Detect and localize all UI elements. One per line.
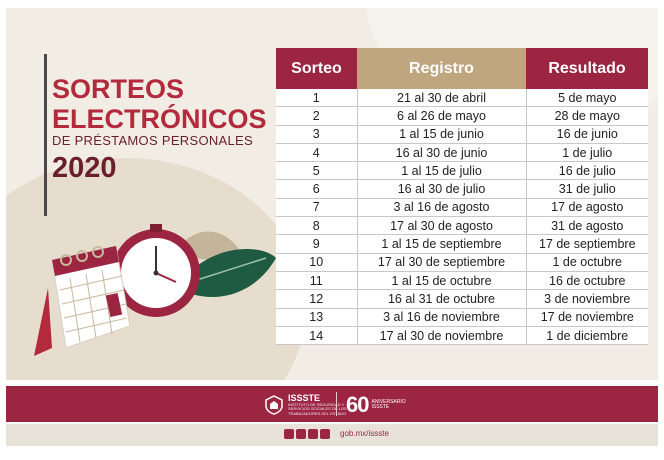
cell-resultado: 17 de noviembre (526, 308, 648, 327)
issste-emblem-icon (265, 395, 283, 415)
cell-resultado: 17 de agosto (526, 198, 648, 218)
cell-registro: 3 al 16 de agosto (356, 198, 527, 218)
cell-registro: 17 al 30 de noviembre (356, 326, 527, 346)
column-header-resultado: Resultado (526, 48, 648, 89)
anniversary-number: 60 (346, 392, 370, 417)
cell-registro: 16 al 31 de octubre (356, 289, 527, 309)
cell-resultado: 31 de agosto (526, 216, 648, 236)
anniversary-text: ANIVERSARIO ISSSTE (371, 398, 406, 410)
table-row: 1 21 al 30 de abril 5 de mayo (276, 89, 648, 108)
cell-registro: 16 al 30 de junio (356, 143, 527, 163)
table-row: 10 17 al 30 de septiembre 1 de octubre (276, 253, 648, 272)
footer-bar: ISSSTE INSTITUTO DE SEGURIDAD Y SERVICIO… (6, 386, 658, 422)
cell-sorteo: 11 (276, 271, 357, 291)
cell-registro: 3 al 16 de noviembre (356, 308, 527, 327)
cell-sorteo: 10 (276, 253, 357, 272)
banner-card: SORTEOS ELECTRÓNICOS DE PRÉSTAMOS PERSON… (6, 8, 658, 380)
sorteos-table: Sorteo Registro Resultado 1 21 al 30 de a… (276, 48, 648, 346)
clock-icon (112, 224, 200, 317)
cell-sorteo: 1 (276, 89, 357, 108)
cell-registro: 17 al 30 de agosto (356, 216, 527, 236)
cell-resultado: 16 de junio (526, 125, 648, 144)
cell-resultado: 1 de octubre (526, 253, 648, 272)
heading-year: 2020 (52, 152, 117, 184)
cell-resultado: 3 de noviembre (526, 289, 648, 309)
cell-resultado: 28 de mayo (526, 106, 648, 126)
heading-line-1: SORTEOS (52, 74, 185, 104)
table-row: 11 1 al 15 de octubre 16 de octubre (276, 271, 648, 291)
cell-sorteo: 9 (276, 234, 357, 254)
cell-resultado: 16 de octubre (526, 271, 648, 291)
issste-logo-text: ISSSTE (288, 393, 321, 403)
cell-sorteo: 8 (276, 216, 357, 236)
cell-registro: 1 al 15 de junio (356, 125, 527, 144)
cell-sorteo: 4 (276, 143, 357, 163)
table-row: 14 17 al 30 de noviembre 1 de diciembre (276, 326, 648, 346)
facebook-icon[interactable] (284, 429, 294, 439)
cell-registro: 21 al 30 de abril (356, 89, 527, 108)
cell-registro: 6 al 26 de mayo (356, 106, 527, 126)
cell-sorteo: 12 (276, 289, 357, 309)
issste-logo: ISSSTE INSTITUTO DE SEGURIDAD Y SERVICIO… (264, 394, 348, 416)
instagram-icon[interactable] (308, 429, 318, 439)
cell-resultado: 5 de mayo (526, 89, 648, 108)
calendar-icon (34, 245, 131, 356)
anniversary-logo: 60 ANIVERSARIO ISSSTE (346, 392, 406, 418)
twitter-icon[interactable] (296, 429, 306, 439)
cell-sorteo: 5 (276, 161, 357, 181)
table-row: 6 16 al 30 de julio 31 de julio (276, 179, 648, 199)
heading-line-3: DE PRÉSTAMOS PERSONALES (52, 133, 253, 148)
social-icons (284, 429, 330, 439)
cell-resultado: 1 de diciembre (526, 326, 648, 346)
cell-resultado: 17 de septiembre (526, 234, 648, 254)
cell-registro: 17 al 30 de septiembre (356, 253, 527, 272)
cell-registro: 16 al 30 de julio (356, 179, 527, 199)
cell-sorteo: 2 (276, 106, 357, 126)
footer-divider (336, 392, 337, 416)
table-row: 4 16 al 30 de junio 1 de julio (276, 143, 648, 163)
table-row: 8 17 al 30 de agosto 31 de agosto (276, 216, 648, 236)
issste-logo-subtext: INSTITUTO DE SEGURIDAD Y SERVICIOS SOCIA… (288, 402, 347, 416)
site-link[interactable]: gob.mx/issste (340, 429, 389, 438)
social-strip: gob.mx/issste (6, 424, 658, 446)
column-header-sorteo: Sorteo (276, 48, 357, 89)
cell-resultado: 1 de julio (526, 143, 648, 163)
cell-sorteo: 13 (276, 308, 357, 327)
title-rule (44, 54, 47, 216)
calendar-clock-illustration (34, 224, 276, 356)
cell-sorteo: 7 (276, 198, 357, 218)
youtube-icon[interactable] (320, 429, 330, 439)
cell-registro: 1 al 15 de septiembre (356, 234, 527, 254)
table-row: 12 16 al 31 de octubre 3 de noviembre (276, 289, 648, 309)
column-header-registro: Registro (357, 48, 526, 89)
cell-registro: 1 al 15 de julio (356, 161, 527, 181)
cell-registro: 1 al 15 de octubre (356, 271, 527, 291)
cell-resultado: 31 de julio (526, 179, 648, 199)
heading-line-2: ELECTRÓNICOS (52, 104, 267, 134)
cell-sorteo: 3 (276, 125, 357, 144)
table-row: 13 3 al 16 de noviembre 17 de noviembre (276, 308, 648, 327)
cell-sorteo: 14 (276, 326, 357, 346)
table-header-row: Sorteo Registro Resultado (276, 48, 648, 89)
cell-resultado: 16 de julio (526, 161, 648, 181)
cell-sorteo: 6 (276, 179, 357, 199)
